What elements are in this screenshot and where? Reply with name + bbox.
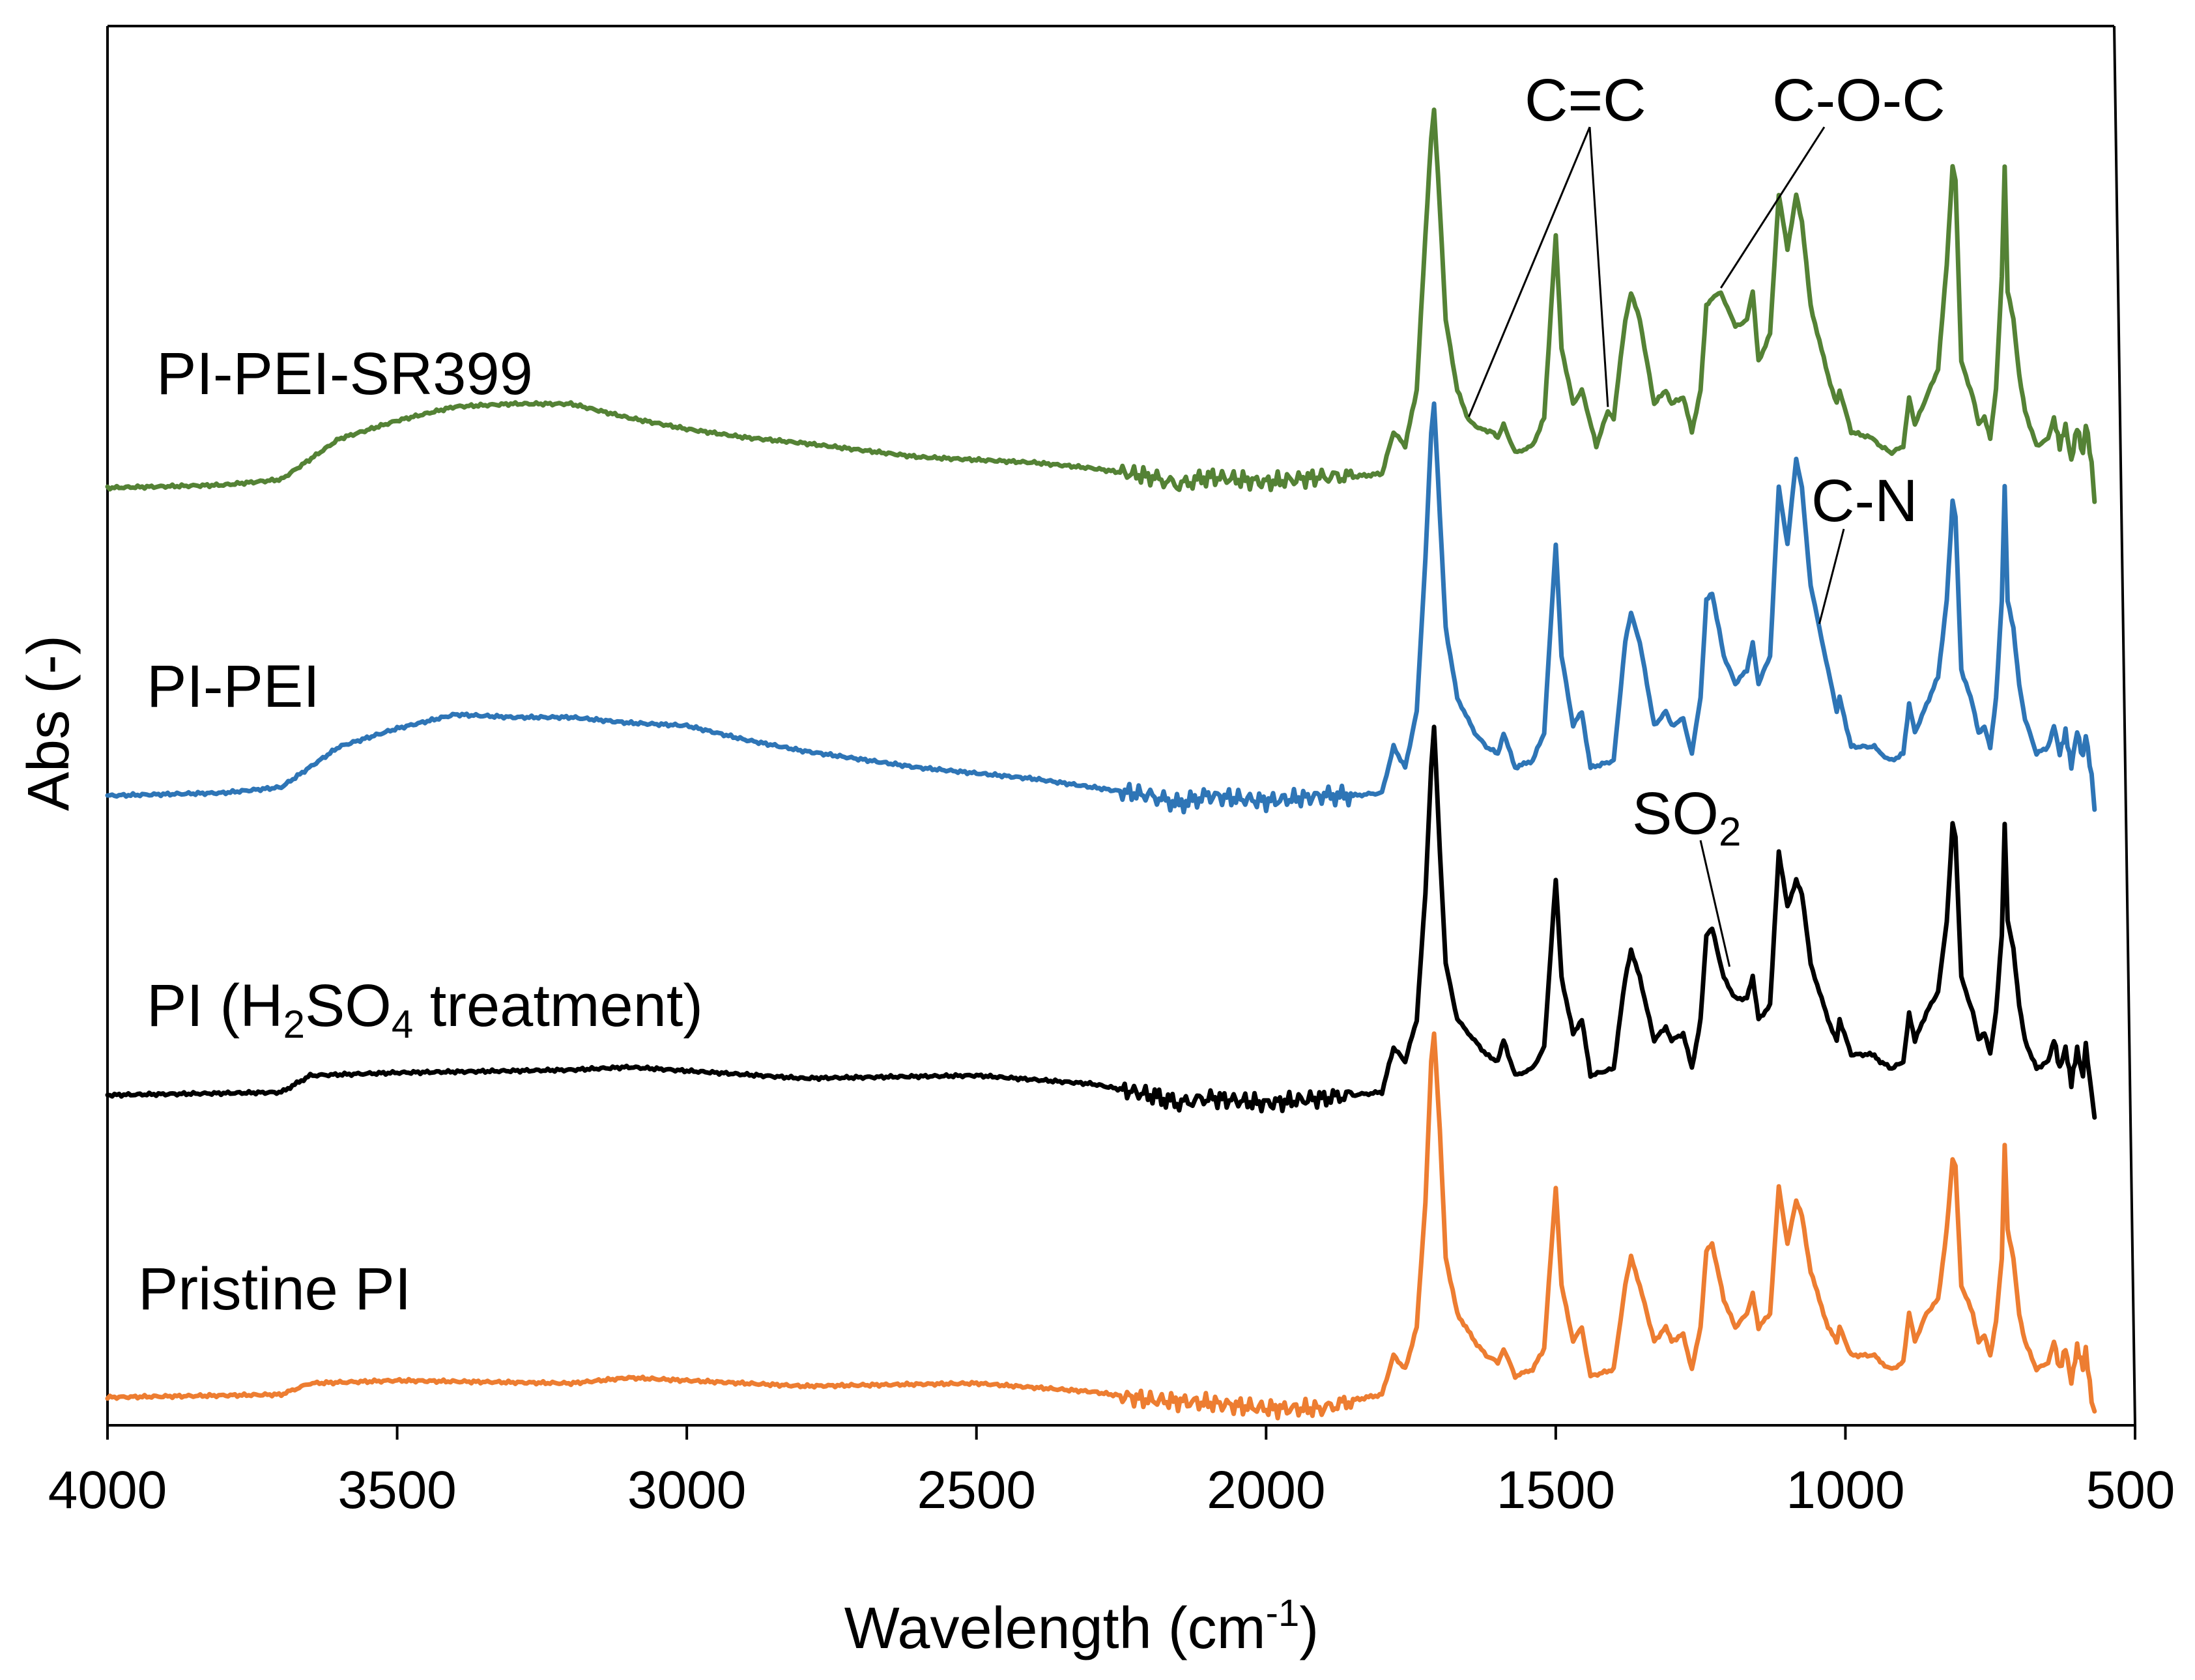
series-line-pi-h2so4-treatment (105, 724, 2097, 1120)
annotation-leader-0-1 (1588, 126, 1609, 407)
y-axis-title: Abs (-) (16, 635, 81, 811)
series-label-pi-pei: PI-PEI (147, 653, 320, 720)
annotation-leader-3-0 (1699, 840, 1731, 967)
series-label-pi-h2so4: PI (H2SO4 treatment) (147, 973, 703, 1046)
x-tick-label-500: 500 (2086, 1460, 2175, 1520)
x-tick-label-2500: 2500 (917, 1460, 1036, 1520)
x-axis-title: Wavelength (cm-1) (844, 1592, 1319, 1661)
annotation-c-c: C=C (1525, 67, 1646, 134)
x-tick-label-1000: 1000 (1786, 1460, 1904, 1520)
right-border (2113, 25, 2136, 1426)
annotation-leader-0-0 (1468, 126, 1591, 418)
series-line-pristine-pi (105, 1031, 2097, 1421)
x-tick-label-3000: 3000 (627, 1460, 746, 1520)
annotation-layer (1468, 126, 1845, 967)
annotation-leader-1-0 (1720, 126, 1826, 289)
annotation-leader-2-0 (1818, 528, 1845, 625)
annotation-so2: SO2 (1632, 780, 1741, 855)
x-tick-label-4000: 4000 (48, 1460, 167, 1520)
annotation-c-n: C-N (1811, 468, 1918, 534)
x-tick-label-3500: 3500 (337, 1460, 456, 1520)
x-ticks: 4000 3500 3000 2500 2000 1500 1000 500 (48, 1425, 2175, 1520)
series-line-pi-pei (105, 401, 2097, 815)
plot-frame (106, 25, 2136, 1427)
series-label-pristine-pi: Pristine PI (138, 1256, 411, 1322)
series-label-pi-pei-sr399: PI-PEI-SR399 (156, 341, 533, 407)
x-tick-label-2000: 2000 (1207, 1460, 1325, 1520)
series-layer (105, 107, 2097, 1421)
annotation-c-o-c: C-O-C (1772, 67, 1945, 134)
x-tick-label-1500: 1500 (1497, 1460, 1615, 1520)
series-line-pi-pei-sr399 (105, 107, 2097, 504)
